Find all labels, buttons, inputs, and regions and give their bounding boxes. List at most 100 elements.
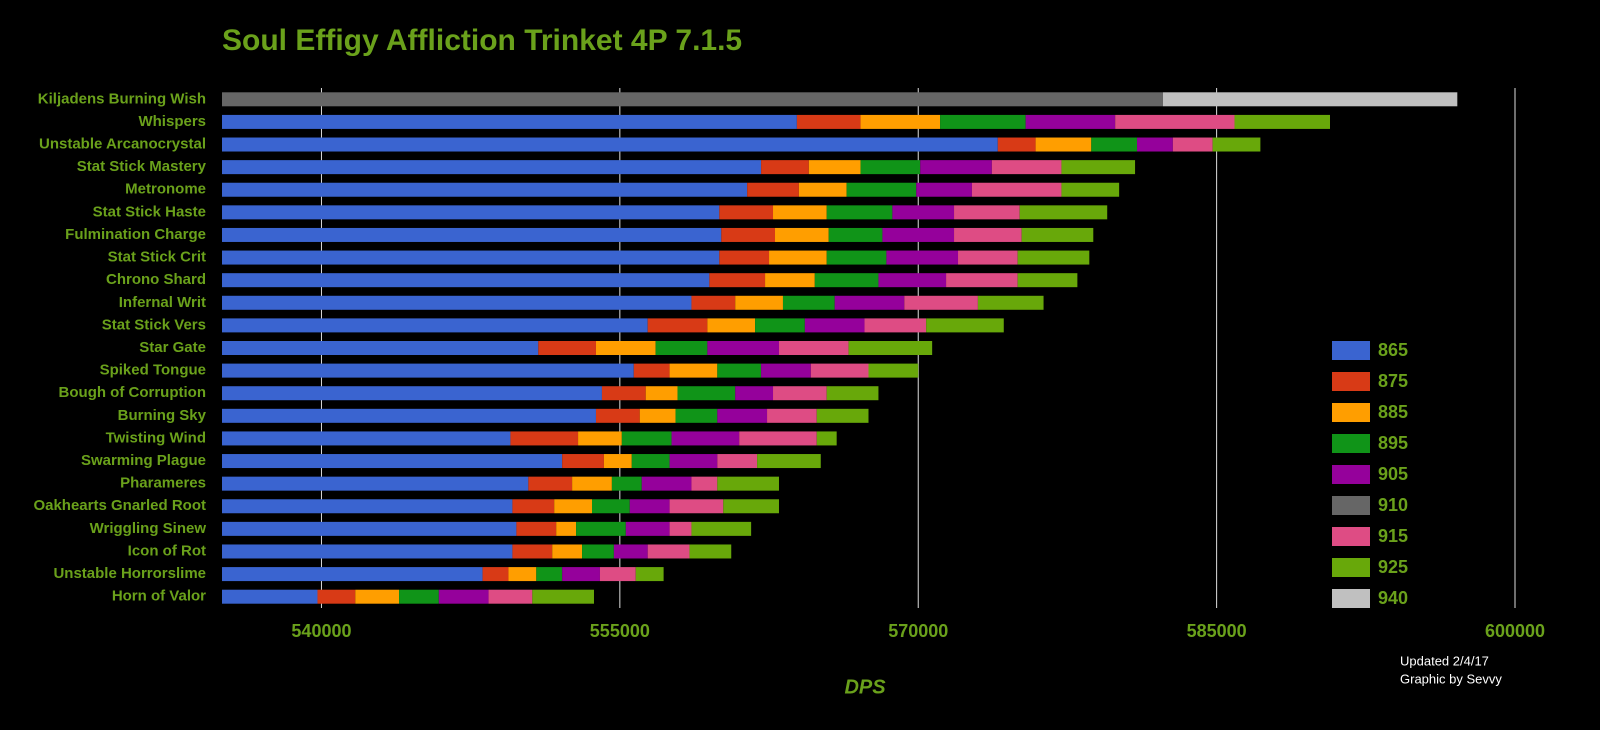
bar-segment: [848, 341, 933, 355]
legend-label: 865: [1378, 340, 1408, 360]
bar-segment: [603, 454, 632, 469]
bar-segment: [222, 318, 648, 333]
x-tick-label: 540000: [291, 621, 351, 641]
bar-segment: [1212, 137, 1261, 152]
bar-segment: [864, 318, 927, 333]
bar-segment: [669, 521, 692, 536]
legend-swatch: [1332, 372, 1370, 391]
legend-swatch: [1332, 589, 1370, 608]
bar-segment: [735, 295, 783, 310]
bar-segment: [516, 521, 557, 536]
bar-segment: [222, 273, 710, 288]
y-tick-label: Infernal Writ: [119, 294, 206, 311]
bar-segment: [878, 273, 947, 288]
bar-segment: [808, 160, 861, 175]
bar-segment: [1025, 114, 1116, 129]
x-tick-label: 570000: [888, 621, 948, 641]
bar-segment: [222, 521, 517, 536]
bar-segment: [1021, 227, 1094, 242]
bar-segment: [775, 227, 829, 242]
x-tick-label: 585000: [1187, 621, 1247, 641]
y-tick-label: Stat Stick Haste: [93, 203, 206, 220]
bar-segment: [222, 160, 762, 175]
bar-segment: [707, 318, 756, 333]
legend-label: 925: [1378, 557, 1408, 577]
bar-segment: [723, 499, 779, 514]
bar-segment: [438, 589, 489, 604]
bar-segment: [717, 363, 762, 378]
chart-title: Soul Effigy Affliction Trinket 4P 7.1.5: [222, 24, 742, 57]
bar-segment: [1091, 137, 1138, 152]
bar-segment: [991, 160, 1062, 175]
bar-segment: [655, 341, 708, 355]
bar-segment: [735, 386, 774, 401]
y-tick-label: Chrono Shard: [106, 271, 206, 288]
bar-segment: [576, 521, 626, 536]
bar-segment: [582, 544, 614, 559]
bar-segment: [761, 160, 809, 175]
bar-segment: [904, 295, 978, 310]
y-tick-label: Twisting Wind: [106, 429, 206, 446]
bar-segment: [767, 408, 817, 423]
bar-segment: [222, 454, 563, 469]
bar-segment: [1017, 273, 1078, 288]
y-tick-label: Metronome: [125, 181, 206, 198]
bar-segment: [512, 544, 553, 559]
bar-segment: [689, 544, 732, 559]
bar-segment: [796, 114, 861, 129]
bar-segment: [675, 408, 718, 423]
bar-segment: [578, 431, 622, 446]
bar-segment: [556, 521, 577, 536]
bar-segment: [691, 295, 736, 310]
bar-segment: [721, 227, 776, 242]
legend-label: 915: [1378, 526, 1408, 546]
bar-segment: [222, 544, 513, 559]
bar-segment: [562, 454, 604, 469]
bar-segment: [773, 205, 827, 220]
bar-segment: [717, 408, 768, 423]
bar-segment: [782, 295, 835, 310]
y-tick-label: Pharameres: [120, 475, 206, 492]
y-tick-label: Star Gate: [139, 339, 206, 356]
bar-segment: [920, 160, 992, 175]
legend-label: 905: [1378, 464, 1408, 484]
y-tick-label: Stat Stick Crit: [108, 249, 206, 266]
bar-segment: [717, 476, 779, 491]
legend-swatch: [1332, 434, 1370, 453]
bar-segment: [707, 341, 779, 355]
y-tick-label: Fulmination Charge: [65, 226, 206, 243]
legend-swatch: [1332, 465, 1370, 484]
bar-segment: [1172, 137, 1213, 152]
x-tick-label: 600000: [1485, 621, 1545, 641]
bar-segment: [940, 114, 1026, 129]
bar-segment: [635, 567, 664, 582]
y-tick-label: Swarming Plague: [81, 452, 206, 469]
bar-segment: [528, 476, 573, 491]
bar-segment: [954, 205, 1020, 220]
bar-segment: [552, 544, 583, 559]
bar-segment: [977, 295, 1044, 310]
bar-segment: [633, 363, 670, 378]
legend-label: 885: [1378, 402, 1408, 422]
bar-segment: [222, 386, 602, 401]
y-tick-label: Unstable Arcanocrystal: [39, 135, 206, 152]
legend-swatch: [1332, 527, 1370, 546]
y-tick-label: Stat Stick Vers: [102, 316, 206, 333]
bar-segment: [669, 499, 724, 514]
bar-segment: [222, 295, 692, 310]
bar-segment: [222, 431, 511, 446]
bar-segment: [641, 476, 692, 491]
bar-segment: [222, 341, 539, 355]
bar-segment: [621, 431, 672, 446]
bar-segment: [997, 137, 1036, 152]
x-tick-label: 555000: [590, 621, 650, 641]
legend-label: 940: [1378, 588, 1408, 608]
y-tick-label: Bough of Corruption: [59, 384, 206, 401]
bar-segment: [798, 182, 847, 197]
bar-segment: [717, 454, 758, 469]
bar-segment: [778, 341, 849, 355]
y-tick-label: Spiked Tongue: [100, 362, 206, 379]
bar-segment: [508, 567, 537, 582]
bar-segment: [1137, 137, 1173, 152]
